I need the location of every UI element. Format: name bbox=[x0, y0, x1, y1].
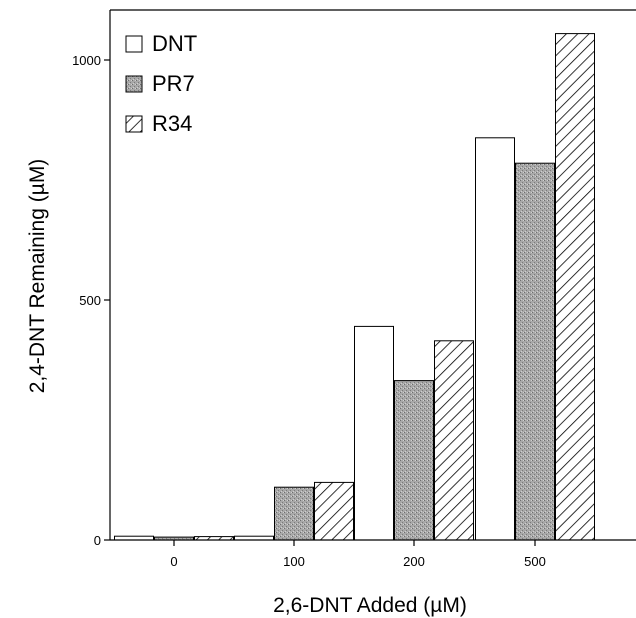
x-axis-title: 2,6-DNT Added (µM) bbox=[273, 594, 467, 617]
bar-pr7-500 bbox=[515, 162, 555, 541]
bar-r34-500 bbox=[555, 33, 595, 541]
x-ticks: 0 100 200 500 bbox=[170, 540, 546, 569]
legend: DNT PR7 R34 bbox=[125, 31, 197, 136]
legend-label-r34: R34 bbox=[152, 111, 192, 136]
x-tick-label-200: 200 bbox=[403, 554, 425, 569]
legend-swatch-r34 bbox=[125, 115, 143, 133]
legend-swatch-dnt bbox=[125, 35, 143, 53]
y-axis-title: 2,4-DNT Remaining (µM) bbox=[26, 159, 49, 394]
x-tick-label-100: 100 bbox=[283, 554, 305, 569]
bar-r34-200 bbox=[434, 340, 474, 541]
bar-dnt-500 bbox=[475, 137, 515, 541]
legend-label-pr7: PR7 bbox=[152, 71, 195, 96]
x-tick-label-0: 0 bbox=[170, 554, 177, 569]
y-tick-label-0: 0 bbox=[94, 533, 101, 548]
bar-pr7-100 bbox=[274, 486, 314, 541]
bar-r34-100 bbox=[314, 481, 354, 541]
legend-label-dnt: DNT bbox=[152, 31, 197, 56]
bar-pr7-200 bbox=[394, 380, 434, 541]
legend-swatch-pr7 bbox=[125, 75, 143, 93]
bars-layer bbox=[114, 33, 595, 541]
bar-dnt-200 bbox=[354, 325, 394, 541]
y-tick-label-500: 500 bbox=[79, 293, 101, 308]
y-tick-label-1000: 1000 bbox=[72, 53, 101, 68]
x-tick-label-500: 500 bbox=[524, 554, 546, 569]
y-ticks: 0 500 1000 bbox=[72, 53, 110, 548]
